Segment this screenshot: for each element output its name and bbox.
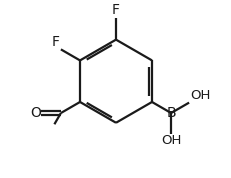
Text: OH: OH <box>189 89 209 102</box>
Text: B: B <box>166 106 175 120</box>
Text: F: F <box>112 3 119 17</box>
Text: OH: OH <box>160 134 180 147</box>
Text: F: F <box>51 35 59 49</box>
Text: O: O <box>30 106 41 120</box>
